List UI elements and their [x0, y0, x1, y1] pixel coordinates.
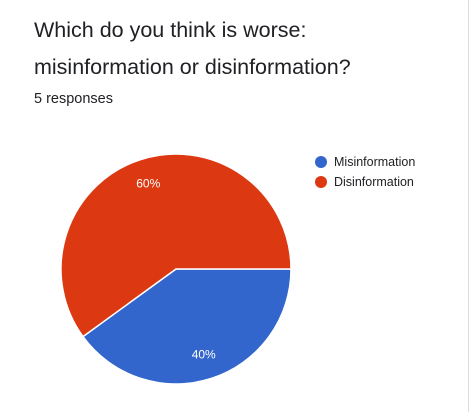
response-count: 5 responses [34, 91, 113, 107]
legend-swatch-misinformation [315, 156, 327, 168]
legend-item-disinformation[interactable]: Disinformation [315, 172, 415, 192]
question-title: Which do you think is worse: misinformat… [34, 12, 454, 86]
question-line-2: misinformation or disinformation? [34, 55, 351, 79]
legend-label-misinformation: Misinformation [334, 155, 416, 169]
pie-label-misinformation: 40% [192, 347, 216, 361]
legend-label-disinformation: Disinformation [334, 175, 414, 189]
legend-item-misinformation[interactable]: Misinformation [315, 152, 415, 172]
pie-slice-misinformation[interactable] [81, 268, 292, 385]
chart-legend: Misinformation Disinformation [315, 152, 415, 192]
legend-swatch-disinformation [315, 176, 327, 188]
question-line-1: Which do you think is worse: [34, 18, 307, 42]
pie-slice-disinformation[interactable] [60, 153, 292, 338]
pie-label-disinformation: 60% [136, 177, 160, 191]
